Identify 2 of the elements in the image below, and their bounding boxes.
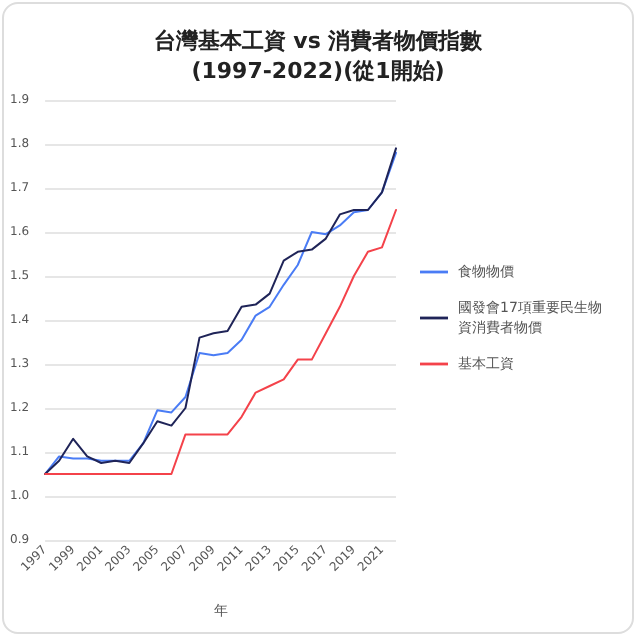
line-series xyxy=(44,209,397,475)
chart-title: 台灣基本工資 vs 消費者物價指數 (1997-2022)(從1開始) xyxy=(153,28,485,84)
